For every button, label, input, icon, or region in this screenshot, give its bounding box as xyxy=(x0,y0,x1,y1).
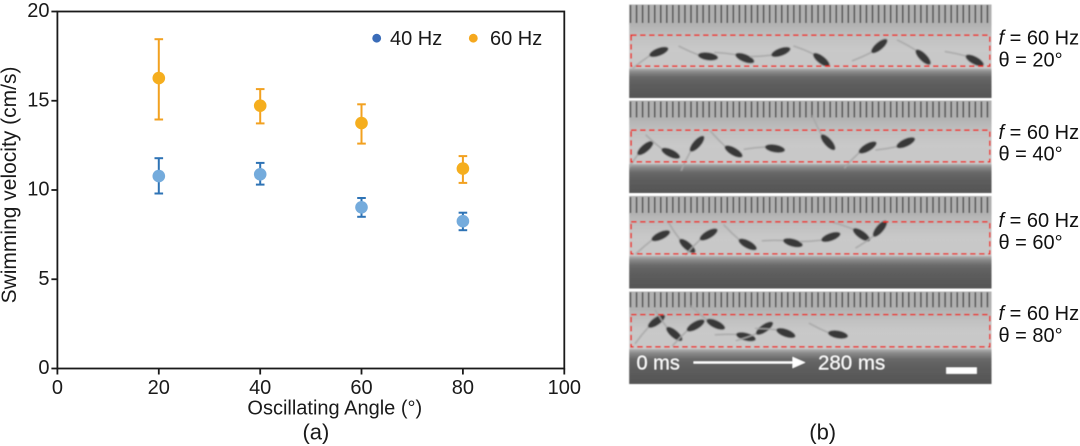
svg-text:f = 60 Hz: f = 60 Hz xyxy=(999,303,1080,325)
svg-text:20: 20 xyxy=(27,0,49,22)
svg-text:40 Hz: 40 Hz xyxy=(390,28,442,50)
svg-text:40: 40 xyxy=(249,377,271,399)
svg-text:θ = 80°: θ = 80° xyxy=(999,325,1063,347)
svg-text:5: 5 xyxy=(38,268,49,290)
svg-text:60: 60 xyxy=(350,377,372,399)
svg-text:15: 15 xyxy=(27,89,49,111)
svg-text:Swimming velocity (cm/s): Swimming velocity (cm/s) xyxy=(0,67,21,304)
svg-text:280 ms: 280 ms xyxy=(818,351,885,374)
svg-text:θ = 60°: θ = 60° xyxy=(999,232,1063,254)
svg-text:θ = 20°: θ = 20° xyxy=(999,50,1063,72)
svg-text:80: 80 xyxy=(452,377,474,399)
svg-text:0: 0 xyxy=(38,357,49,379)
svg-text:60 Hz: 60 Hz xyxy=(490,28,542,50)
svg-text:f = 60 Hz: f = 60 Hz xyxy=(999,28,1080,50)
svg-text:θ = 40°: θ = 40° xyxy=(999,143,1063,165)
svg-text:Oscillating Angle (°): Oscillating Angle (°) xyxy=(247,398,422,420)
svg-text:100: 100 xyxy=(548,377,581,399)
svg-text:0: 0 xyxy=(52,377,63,399)
svg-text:f = 60 Hz: f = 60 Hz xyxy=(999,122,1080,144)
svg-text:10: 10 xyxy=(27,179,49,201)
svg-text:20: 20 xyxy=(148,377,170,399)
svg-text:0 ms: 0 ms xyxy=(637,352,680,374)
svg-text:(a): (a) xyxy=(302,420,329,445)
svg-text:f = 60 Hz: f = 60 Hz xyxy=(999,210,1080,232)
svg-text:(b): (b) xyxy=(809,420,836,445)
